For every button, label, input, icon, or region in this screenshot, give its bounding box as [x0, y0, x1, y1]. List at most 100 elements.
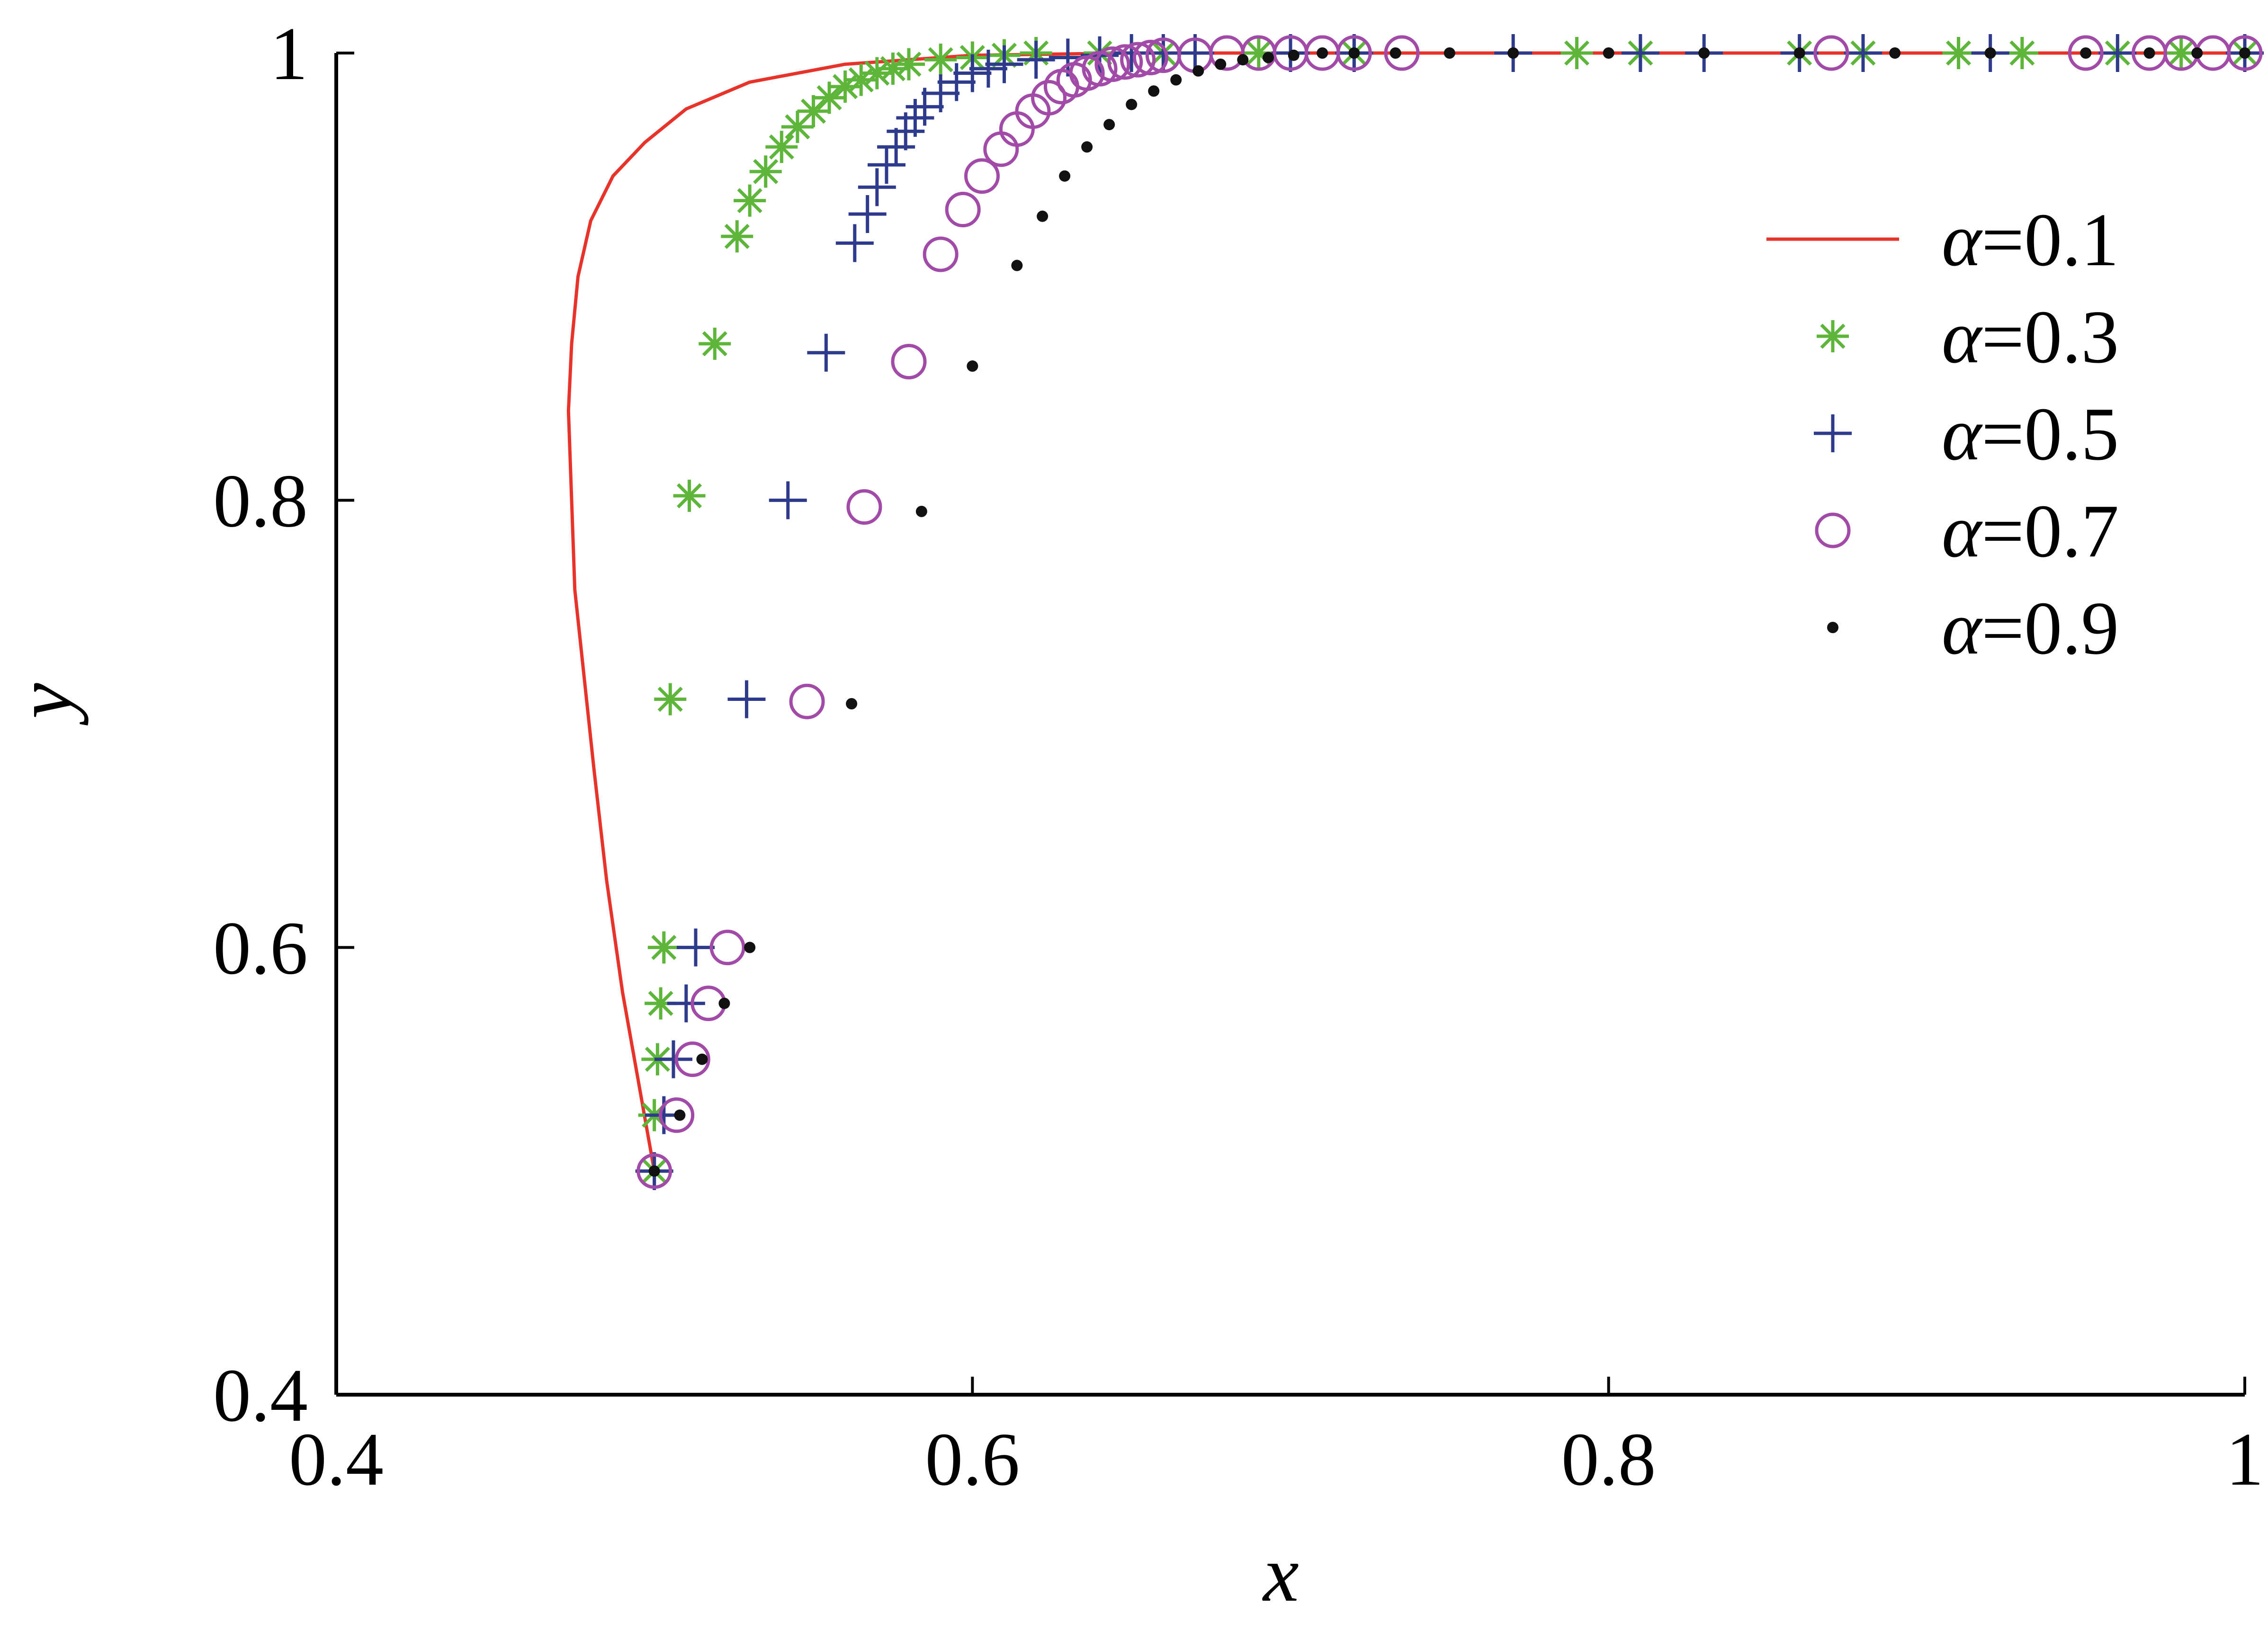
- legend-label: α=0.3: [1942, 295, 2119, 379]
- data-point: [1603, 47, 1614, 59]
- data-point: [1443, 47, 1455, 59]
- data-point: [937, 63, 976, 101]
- legend-label-value: =0.5: [1981, 392, 2119, 476]
- data-point: [2098, 34, 2137, 72]
- data-point: [2239, 47, 2250, 59]
- data-point: [1148, 85, 1160, 97]
- data-point: [1056, 62, 1092, 98]
- data-point: [699, 327, 731, 360]
- data-point: [696, 1053, 708, 1065]
- legend-label-value: =0.7: [1981, 489, 2119, 573]
- data-point: [797, 95, 830, 127]
- data-point: [2006, 37, 2038, 69]
- data-point: [1037, 210, 1049, 222]
- data-point: [1621, 34, 1659, 72]
- data-point: [877, 128, 915, 166]
- axes: 0.4 0.6 0.8 1 0.4 0.6 0.8 1: [213, 11, 2264, 1501]
- data-point: [1011, 260, 1023, 271]
- data-point: [718, 997, 730, 1009]
- data-point: [1698, 47, 1710, 59]
- data-point: [964, 158, 1000, 194]
- data-point: [734, 184, 766, 217]
- legend-label-symbol: α: [1942, 586, 1983, 670]
- data-point: [676, 928, 715, 967]
- legend-marker-swatch: [1815, 512, 1851, 548]
- data-point: [1112, 34, 1151, 72]
- legend-label-value: =0.1: [1981, 197, 2119, 282]
- data-point: [1132, 39, 1168, 75]
- data-point: [727, 680, 766, 718]
- legend-item: α=0.7: [1815, 489, 2119, 573]
- data-point: [1059, 170, 1071, 182]
- series-5: [648, 47, 2250, 1177]
- data-point: [924, 44, 957, 76]
- x-tick-label: 1: [2226, 1417, 2264, 1501]
- data-point: [2191, 47, 2203, 59]
- data-point: [765, 131, 798, 163]
- legend-marker-swatch: [1814, 414, 1852, 452]
- data-point: [877, 53, 909, 85]
- data-point: [674, 1109, 686, 1121]
- data-point: [721, 220, 753, 253]
- y-axis-label: y: [0, 683, 89, 726]
- legend-label-symbol: α: [1942, 392, 1983, 476]
- data-point: [636, 1153, 672, 1189]
- data-point: [648, 1165, 660, 1177]
- legend-label-value: =0.9: [1981, 586, 2119, 670]
- data-point: [1126, 99, 1138, 110]
- y-tick-label: 0.6: [213, 906, 308, 990]
- data-point: [1103, 119, 1115, 131]
- x-axis-label: x: [1262, 1529, 1299, 1618]
- data-point: [983, 131, 1019, 167]
- legend-marker-swatch: [1827, 622, 1838, 633]
- data-point: [1793, 47, 1805, 59]
- data-point: [1984, 47, 1996, 59]
- data-point: [1844, 34, 1882, 72]
- data-point: [1336, 35, 1372, 71]
- data-point: [848, 195, 887, 233]
- data-point: [915, 505, 927, 517]
- legend-label-symbol: α: [1942, 489, 1983, 573]
- data-point: [1107, 44, 1143, 80]
- data-point: [2227, 35, 2263, 71]
- data-point: [1017, 41, 1055, 79]
- legend-label: α=0.7: [1942, 489, 2119, 573]
- data-point: [1889, 47, 1901, 59]
- series-3: [635, 34, 2264, 1190]
- legend-marker-swatch: [1817, 320, 1849, 352]
- data-point: [1094, 46, 1130, 82]
- legend-label: α=0.9: [1942, 586, 2119, 670]
- data-point: [769, 481, 807, 520]
- legend-item: α=0.9: [1827, 586, 2119, 670]
- legend-label: α=0.5: [1942, 392, 2119, 476]
- data-point: [674, 1041, 710, 1077]
- data-point: [967, 360, 978, 372]
- data-point: [673, 479, 706, 512]
- data-point: [2143, 47, 2155, 59]
- data-point: [709, 930, 745, 966]
- data-point: [2165, 37, 2197, 69]
- data-point: [1120, 42, 1156, 78]
- data-point: [1081, 141, 1093, 153]
- y-tick-label: 0.8: [213, 458, 308, 543]
- data-point: [846, 698, 858, 710]
- data-point: [893, 48, 925, 81]
- data-point: [985, 45, 1023, 83]
- data-point: [749, 155, 782, 188]
- data-point: [1942, 37, 1975, 69]
- data-point: [667, 984, 705, 1022]
- legend-label-symbol: α: [1942, 197, 1983, 282]
- legend-item: α=0.1: [1766, 197, 2119, 282]
- data-point: [953, 54, 992, 92]
- data-point: [654, 683, 687, 716]
- series-4: [636, 35, 2263, 1189]
- data-point: [923, 236, 959, 272]
- data-point: [744, 941, 756, 953]
- data-point: [647, 931, 680, 964]
- plot-area: [566, 34, 2264, 1190]
- data-point: [2080, 47, 2092, 59]
- data-point: [654, 1040, 692, 1078]
- legend-label-value: =0.3: [1981, 295, 2119, 379]
- data-point: [1389, 47, 1401, 59]
